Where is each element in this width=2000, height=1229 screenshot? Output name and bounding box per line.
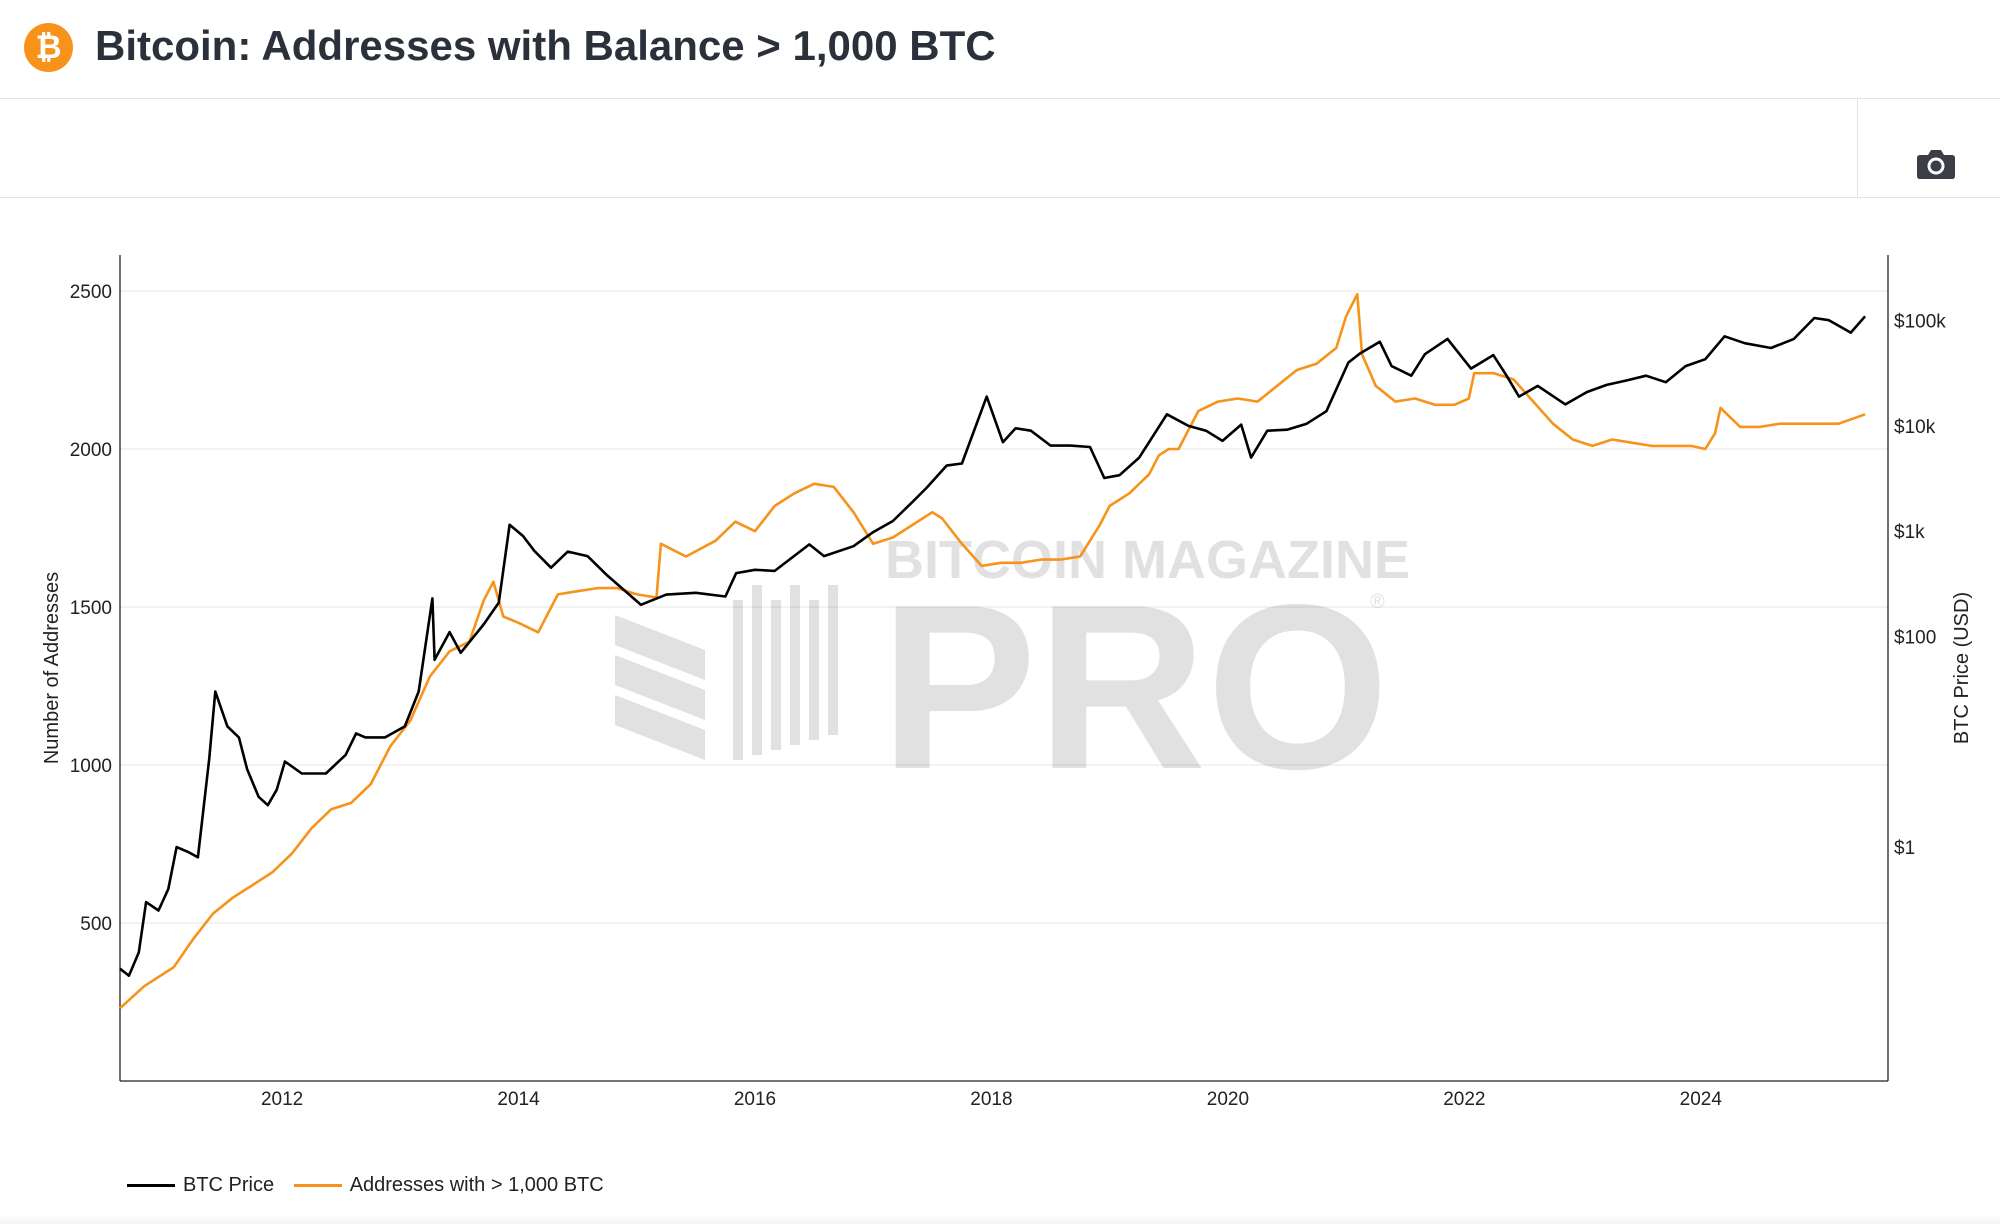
chart-area: BITCOIN MAGAZINE PRO ® 500 1000 1500 2000 25…	[0, 200, 2000, 1224]
price-series-line	[119, 315, 1867, 977]
y2-tick-label: $100k	[1894, 312, 1946, 333]
x-tick-label: 2012	[261, 1089, 303, 1110]
chart-toolbar	[0, 99, 2000, 198]
camera-icon	[1917, 150, 1955, 179]
chart-legend: BTC Price Addresses with > 1,000 BTC	[127, 1174, 618, 1204]
toolbar-divider	[1857, 99, 1858, 197]
page-header: ₿ Bitcoin: Addresses with Balance > 1,00…	[0, 0, 2000, 99]
legend-item-addresses[interactable]: Addresses with > 1,000 BTC	[293, 1174, 604, 1197]
y-axis-title: Number of Addresses	[41, 572, 63, 764]
bitcoin-logo-icon: ₿	[24, 23, 73, 72]
legend-swatch-addresses	[293, 1184, 342, 1188]
bottom-edge	[0, 1214, 2000, 1224]
y2-axis-title: BTC Price (USD)	[1951, 592, 1973, 744]
x-tick-label: 2024	[1680, 1089, 1723, 1110]
x-tick-label: 2014	[497, 1089, 540, 1110]
y-tick-label: 1500	[70, 598, 112, 619]
chart-svg: BITCOIN MAGAZINE PRO ® 500 1000 1500 2000 25…	[41, 255, 1973, 1110]
legend-label-addresses: Addresses with > 1,000 BTC	[349, 1174, 604, 1197]
legend-item-price[interactable]: BTC Price	[127, 1174, 274, 1197]
x-tick-label: 2020	[1207, 1089, 1249, 1110]
download-image-button[interactable]	[1914, 145, 1958, 183]
page-title: Bitcoin: Addresses with Balance > 1,000 …	[95, 22, 996, 69]
watermark: BITCOIN MAGAZINE PRO ®	[615, 530, 1410, 818]
y-tick-label: 1000	[70, 756, 112, 777]
y2-tick-label: $1	[1894, 838, 1915, 859]
watermark-emblem-icon	[615, 585, 838, 760]
x-tick-label: 2018	[970, 1089, 1012, 1110]
y-tick-label: 2000	[70, 440, 112, 461]
y2-tick-label: $100	[1894, 627, 1936, 648]
addresses-series-line	[119, 292, 1866, 1010]
watermark-text: BITCOIN MAGAZINE	[885, 530, 1410, 590]
x-tick-label: 2022	[1443, 1089, 1485, 1110]
y2-tick-label: $10k	[1894, 417, 1936, 438]
legend-swatch-price	[127, 1184, 175, 1188]
watermark-pro-text: PRO	[880, 555, 1389, 818]
watermark-registered-mark: ®	[1370, 591, 1385, 613]
y-tick-label: 500	[80, 914, 112, 935]
x-tick-label: 2016	[734, 1089, 776, 1110]
y2-tick-label: $1k	[1894, 522, 1925, 543]
y-tick-label: 2500	[70, 282, 112, 303]
legend-label-price: BTC Price	[183, 1174, 275, 1197]
